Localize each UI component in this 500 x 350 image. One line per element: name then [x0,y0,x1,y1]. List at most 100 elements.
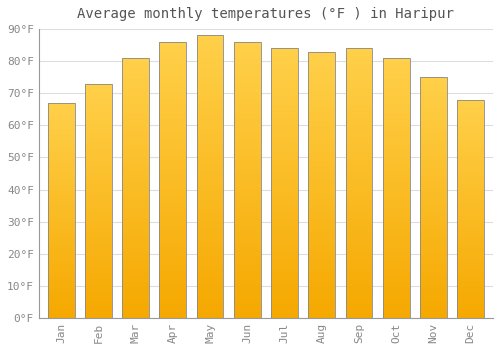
Bar [420,157,447,159]
Bar [234,111,260,114]
Bar [383,154,409,157]
Bar [48,107,74,109]
Bar [346,288,372,291]
Bar [160,310,186,313]
Bar [48,260,74,262]
Bar [85,187,112,189]
Bar [346,86,372,89]
Bar [122,256,149,258]
Bar [160,61,186,64]
Bar [196,264,224,267]
Bar [308,294,335,297]
Bar [346,83,372,86]
Bar [346,261,372,264]
Bar [48,154,74,157]
Bar [308,51,335,318]
Bar [122,230,149,232]
Bar [234,188,260,191]
Bar [160,70,186,72]
Bar [420,306,447,308]
Bar [271,270,298,272]
Bar [458,303,484,305]
Bar [48,184,74,187]
Bar [308,94,335,97]
Bar [308,310,335,313]
Bar [420,178,447,181]
Bar [85,229,112,231]
Bar [85,131,112,133]
Bar [85,271,112,273]
Bar [308,105,335,107]
Bar [160,285,186,288]
Bar [420,161,447,164]
Bar [48,230,74,232]
Bar [308,302,335,304]
Bar [85,240,112,243]
Bar [458,298,484,301]
Bar [308,291,335,294]
Bar [346,72,372,75]
Bar [196,157,224,160]
Bar [234,86,260,89]
Bar [271,310,298,313]
Bar [308,238,335,241]
Bar [234,238,260,241]
Bar [458,126,484,128]
Bar [234,67,260,70]
Bar [271,102,298,105]
Bar [308,299,335,302]
Bar [196,222,224,225]
Bar [420,265,447,267]
Bar [346,64,372,67]
Bar [122,115,149,118]
Bar [48,187,74,189]
Bar [271,140,298,143]
Bar [383,186,409,188]
Bar [196,304,224,307]
Bar [346,226,372,229]
Bar [234,130,260,133]
Bar [308,203,335,206]
Bar [308,166,335,169]
Bar [122,133,149,136]
Bar [420,234,447,236]
Bar [458,115,484,117]
Bar [458,257,484,259]
Bar [234,56,260,58]
Bar [458,316,484,318]
Bar [234,133,260,136]
Bar [234,186,260,188]
Bar [308,304,335,307]
Bar [346,183,372,186]
Bar [122,175,149,177]
Bar [271,135,298,137]
Bar [383,170,409,172]
Bar [346,202,372,205]
Bar [234,161,260,163]
Bar [383,167,409,170]
Bar [346,240,372,243]
Bar [308,57,335,60]
Bar [458,154,484,156]
Bar [308,265,335,267]
Bar [196,293,224,295]
Bar [85,224,112,226]
Bar [85,168,112,170]
Bar [458,229,484,231]
Bar [383,248,409,250]
Bar [196,143,224,146]
Bar [383,131,409,133]
Bar [383,58,409,61]
Bar [308,230,335,233]
Bar [346,102,372,105]
Bar [234,47,260,50]
Bar [85,133,112,135]
Bar [85,156,112,159]
Bar [271,191,298,194]
Bar [196,72,224,75]
Bar [122,180,149,183]
Bar [160,241,186,243]
Bar [420,149,447,152]
Bar [48,159,74,161]
Bar [234,202,260,205]
